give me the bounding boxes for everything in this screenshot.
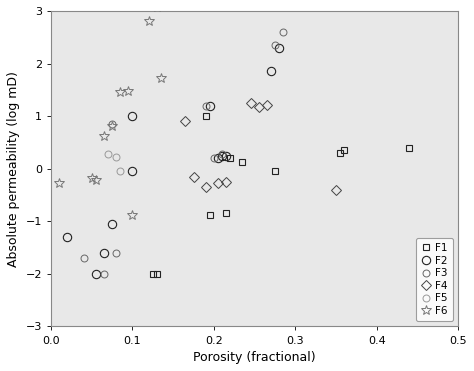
Y-axis label: Absolute permeability (log mD): Absolute permeability (log mD) — [7, 71, 20, 267]
F4 — [333, 187, 339, 192]
F6 — [126, 89, 131, 93]
F6 — [56, 181, 62, 186]
F2 — [219, 153, 225, 158]
F3 — [203, 104, 209, 108]
F4 — [191, 174, 196, 179]
Line: F4: F4 — [182, 99, 339, 193]
F6 — [158, 76, 164, 80]
F6 — [146, 19, 152, 24]
F1 — [150, 272, 155, 276]
F2 — [109, 222, 115, 226]
F5 — [105, 152, 111, 156]
F1 — [228, 156, 233, 160]
Line: F5: F5 — [105, 151, 124, 175]
F1 — [223, 211, 229, 216]
F5 — [113, 155, 119, 160]
Line: F2: F2 — [63, 43, 283, 278]
F2 — [129, 169, 135, 174]
F2 — [101, 251, 107, 255]
F2 — [129, 114, 135, 118]
F4 — [248, 101, 254, 105]
F6 — [109, 124, 115, 128]
Line: F1: F1 — [149, 113, 413, 278]
F1 — [272, 169, 278, 174]
F1 — [337, 151, 343, 155]
F4 — [256, 104, 262, 109]
F3 — [81, 256, 86, 260]
F1 — [154, 272, 160, 276]
F4 — [215, 181, 221, 186]
F5 — [118, 169, 123, 174]
F6 — [129, 213, 135, 217]
F3 — [109, 122, 115, 126]
F1 — [239, 160, 245, 165]
F2 — [268, 69, 274, 74]
F3 — [211, 156, 217, 160]
F6 — [154, 5, 160, 10]
F3 — [113, 251, 119, 255]
F6 — [93, 178, 99, 183]
F4 — [223, 180, 229, 184]
F1 — [341, 148, 347, 152]
F4 — [264, 102, 270, 107]
Legend: F1, F2, F3, F4, F5, F6: F1, F2, F3, F4, F5, F6 — [416, 238, 453, 321]
F2 — [223, 153, 229, 158]
F1 — [203, 114, 209, 118]
F4 — [203, 185, 209, 189]
F6 — [89, 176, 95, 180]
F3 — [101, 272, 107, 276]
F6 — [101, 134, 107, 138]
Line: F3: F3 — [80, 29, 287, 278]
F3 — [219, 152, 225, 156]
F2 — [276, 46, 282, 50]
F2 — [64, 235, 70, 239]
X-axis label: Porosity (fractional): Porosity (fractional) — [193, 351, 316, 364]
F6 — [118, 90, 123, 95]
F1 — [207, 213, 213, 217]
F2 — [93, 272, 99, 276]
F2 — [207, 104, 213, 108]
F2 — [215, 156, 221, 160]
F3 — [280, 30, 286, 34]
F1 — [407, 145, 412, 150]
Line: F6: F6 — [55, 2, 166, 220]
F4 — [182, 119, 188, 124]
F3 — [272, 43, 278, 47]
